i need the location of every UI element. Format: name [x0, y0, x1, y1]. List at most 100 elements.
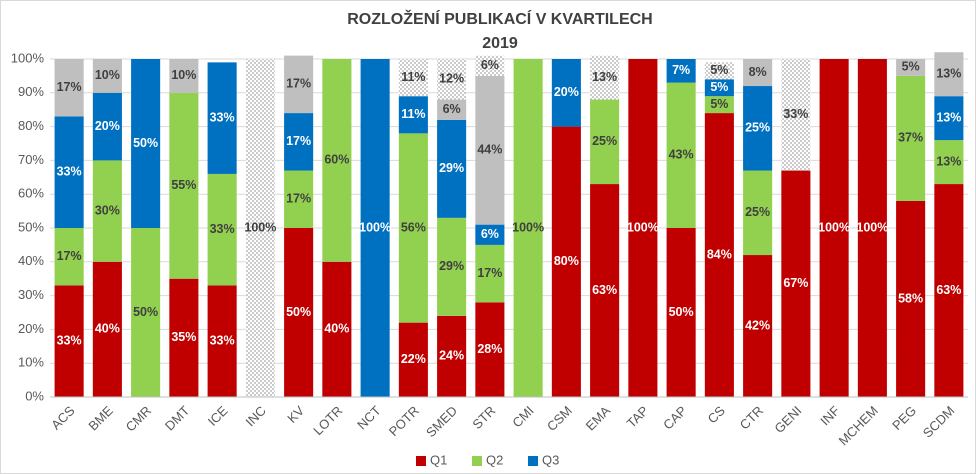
bar-segment — [551, 126, 581, 397]
data-label: 17% — [286, 134, 311, 148]
data-label: 35% — [171, 330, 196, 344]
data-label: 100% — [512, 220, 544, 234]
data-label: 29% — [439, 259, 464, 273]
bar-segment — [475, 75, 505, 225]
data-label: 13% — [936, 110, 961, 124]
chart-subtitle: 2019 — [482, 35, 518, 52]
bar-segment — [398, 59, 428, 97]
bar-segment — [398, 96, 428, 134]
bar-segment — [437, 59, 467, 100]
chart-title: ROZLOŽENÍ PUBLIKACÍ V KVARTILECH — [347, 9, 652, 28]
data-label: 12% — [439, 72, 464, 86]
data-label: 43% — [669, 148, 694, 162]
data-label: 13% — [592, 70, 617, 84]
bar-segment — [54, 59, 84, 117]
bar-segment — [551, 59, 581, 127]
bar-segment — [54, 228, 84, 286]
legend-label: Q2 — [486, 452, 503, 467]
bar-segment — [590, 55, 620, 100]
bar-segment — [934, 96, 964, 141]
bar-segment — [704, 79, 734, 97]
data-label: 33% — [783, 107, 808, 121]
data-label: 67% — [783, 276, 808, 290]
bar-segment — [475, 224, 505, 245]
legend-label: Q1 — [430, 452, 447, 467]
bar-segment — [284, 228, 314, 397]
data-label: 42% — [745, 318, 770, 332]
bar-segment — [743, 86, 773, 171]
data-label: 50% — [133, 305, 158, 319]
data-label: 29% — [439, 161, 464, 175]
bar-segment — [896, 200, 926, 397]
y-tick-label: 10% — [18, 355, 44, 370]
data-label: 28% — [477, 342, 502, 356]
bar-segment — [437, 217, 467, 316]
data-label: 20% — [95, 119, 120, 133]
bar-segment — [92, 160, 122, 262]
bar-segment — [513, 59, 543, 397]
bar-segment — [819, 59, 849, 397]
bar-segment — [704, 62, 734, 80]
bar-segment — [743, 170, 773, 256]
bar-segment — [628, 59, 658, 397]
bar-segment — [590, 99, 620, 185]
bar-segment — [743, 255, 773, 397]
data-label: 5% — [710, 63, 728, 77]
y-tick-label: 60% — [18, 186, 44, 201]
legend-swatch — [472, 456, 482, 466]
bar-segment — [781, 59, 811, 171]
data-label: 8% — [749, 65, 767, 79]
data-label: 30% — [95, 203, 120, 217]
data-label: 25% — [745, 205, 770, 219]
data-label: 6% — [443, 102, 461, 116]
data-label: 50% — [669, 305, 694, 319]
bar-segment — [896, 59, 926, 76]
data-label: 24% — [439, 349, 464, 363]
data-label: 20% — [554, 85, 579, 99]
bar-segment — [437, 315, 467, 397]
data-label: 33% — [57, 165, 82, 179]
data-label: 11% — [401, 70, 425, 84]
data-label: 10% — [171, 68, 196, 82]
legend-swatch — [528, 456, 538, 466]
data-label: 80% — [554, 254, 579, 268]
data-label: 33% — [210, 334, 235, 348]
bar-segment — [207, 62, 237, 174]
data-label: 33% — [210, 222, 235, 236]
data-label: 40% — [324, 322, 349, 336]
y-tick-label: 80% — [18, 118, 44, 133]
data-label: 5% — [710, 97, 728, 111]
data-label: 25% — [745, 121, 770, 135]
data-label: 6% — [481, 227, 499, 241]
data-label: 100% — [818, 220, 850, 234]
bar-segment — [360, 59, 390, 397]
data-label: 13% — [936, 67, 961, 81]
data-label: 33% — [57, 334, 82, 348]
data-label: 5% — [902, 60, 920, 74]
data-label: 63% — [936, 283, 961, 297]
data-label: 11% — [401, 107, 425, 121]
data-label: 50% — [133, 136, 158, 150]
bar-segment — [92, 261, 122, 397]
data-label: 7% — [672, 63, 690, 77]
bar-segment — [398, 133, 428, 323]
bar-segment — [896, 75, 926, 201]
bar-segment — [590, 184, 620, 397]
bar-segment — [475, 244, 505, 303]
data-label: 56% — [401, 220, 426, 234]
data-label: 100% — [627, 220, 659, 234]
bar-segment — [92, 92, 122, 161]
bar-segment — [704, 113, 734, 397]
data-label: 44% — [477, 143, 502, 157]
bar-segment — [284, 55, 314, 114]
bar-segment — [437, 99, 467, 120]
data-label: 55% — [171, 178, 196, 192]
data-label: 17% — [57, 249, 82, 263]
y-tick-label: 90% — [18, 84, 44, 99]
y-tick-label: 0% — [25, 388, 44, 403]
bar-segment — [475, 302, 505, 397]
legend-label: Q3 — [542, 452, 559, 467]
y-tick-label: 50% — [18, 219, 44, 234]
bar-segment — [322, 261, 352, 397]
